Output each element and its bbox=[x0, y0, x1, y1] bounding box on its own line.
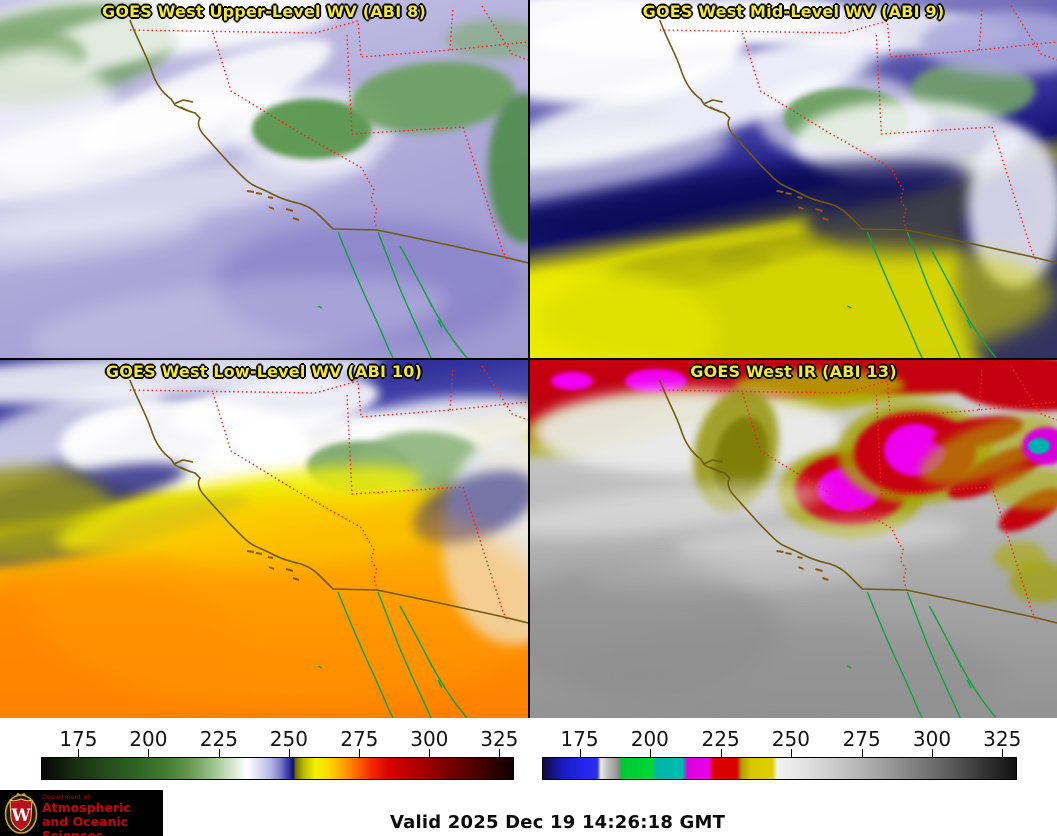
tick-mark bbox=[148, 749, 150, 757]
panel-upper-level-wv: GOES West Upper-Level WV (ABI 8) bbox=[0, 0, 528, 358]
tick-mark bbox=[359, 749, 361, 757]
tick-mark bbox=[720, 749, 722, 757]
tick-mark bbox=[931, 749, 933, 757]
logo-dept-small: Department of bbox=[42, 793, 90, 801]
panel-low-level-wv: GOES West Low-Level WV (ABI 10) bbox=[0, 360, 528, 718]
tick-label: 225 bbox=[701, 727, 740, 751]
tick-mark bbox=[78, 749, 80, 757]
cloud-blob bbox=[583, 622, 1004, 718]
cloud-blob bbox=[533, 389, 844, 475]
tick-mark bbox=[1002, 749, 1004, 757]
uw-monogram: W bbox=[10, 806, 31, 826]
panel-mid-level-wv: GOES West Mid-Level WV (ABI 9) bbox=[530, 0, 1057, 358]
tick-label: 250 bbox=[269, 727, 308, 751]
panel-ir: GOES West IR (ABI 13) bbox=[530, 360, 1057, 718]
cloud-blob bbox=[446, 19, 528, 60]
map-overlay bbox=[658, 5, 1057, 358]
map-overlay bbox=[129, 365, 528, 718]
cloud-blob bbox=[989, 467, 1057, 510]
cloud-blob bbox=[530, 566, 781, 691]
tick-mark bbox=[579, 749, 581, 757]
tick-label: 225 bbox=[199, 727, 238, 751]
tick-label: 200 bbox=[630, 727, 669, 751]
tick-mark bbox=[499, 749, 501, 757]
logo-text: Department of Atmospheric and Oceanic Sc… bbox=[42, 793, 163, 836]
satellite-imagery-upper-wv bbox=[0, 0, 528, 358]
tick-label: 325 bbox=[480, 727, 519, 751]
tick-label: 325 bbox=[983, 727, 1022, 751]
panel-title: GOES West Low-Level WV (ABI 10) bbox=[105, 362, 423, 381]
satellite-imagery-low-wv bbox=[0, 360, 528, 718]
cloud-blob bbox=[214, 217, 525, 348]
tick-mark bbox=[218, 749, 220, 757]
colorbar-strip: 175 200 225 250 275 300 325 175 bbox=[0, 718, 1057, 788]
panel-title: GOES West Mid-Level WV (ABI 9) bbox=[642, 2, 945, 21]
cloud-blob bbox=[551, 372, 594, 391]
quadrant-grid: GOES West Upper-Level WV (ABI 8) GOES We… bbox=[0, 0, 1057, 718]
ir-gradient-bar bbox=[542, 757, 1017, 780]
tick-mark bbox=[861, 749, 863, 757]
tick-mark bbox=[790, 749, 792, 757]
tick-label: 200 bbox=[129, 727, 168, 751]
logo-dept-line1: Atmospheric bbox=[42, 800, 131, 815]
map-overlay bbox=[129, 5, 528, 358]
tick-mark bbox=[288, 749, 290, 757]
satellite-imagery-mid-wv bbox=[530, 0, 1057, 358]
uw-crest-icon: W bbox=[4, 792, 38, 834]
map-overlay bbox=[658, 365, 1057, 718]
satellite-imagery-ir bbox=[530, 360, 1057, 718]
tick-label: 250 bbox=[771, 727, 810, 751]
tick-label: 275 bbox=[842, 727, 881, 751]
uw-aos-logo: W Department of Atmospheric and Oceanic … bbox=[0, 790, 163, 836]
tick-mark bbox=[649, 749, 651, 757]
panel-title: GOES West Upper-Level WV (ABI 8) bbox=[102, 2, 426, 21]
colorbar-wv: 175 200 225 250 275 300 325 bbox=[41, 718, 518, 788]
valid-time-label: Valid 2025 Dec 19 14:26:18 GMT bbox=[390, 812, 726, 833]
footer: W Department of Atmospheric and Oceanic … bbox=[0, 788, 1057, 836]
tick-mark bbox=[429, 749, 431, 757]
tick-label: 300 bbox=[912, 727, 952, 751]
tick-label: 275 bbox=[340, 727, 379, 751]
panel-title: GOES West IR (ABI 13) bbox=[690, 362, 897, 381]
wv-gradient-bar bbox=[41, 757, 514, 780]
tick-label: 175 bbox=[59, 727, 98, 751]
cloud-blob bbox=[1027, 437, 1050, 454]
logo-dept-line2: and Oceanic Sciences bbox=[42, 814, 129, 836]
cloud-blob bbox=[994, 540, 1047, 573]
tick-label: 300 bbox=[410, 727, 449, 751]
tick-label: 175 bbox=[560, 727, 599, 751]
cloud-blob bbox=[30, 498, 528, 709]
colorbar-ir: 175 200 225 250 275 300 325 bbox=[542, 718, 1021, 788]
